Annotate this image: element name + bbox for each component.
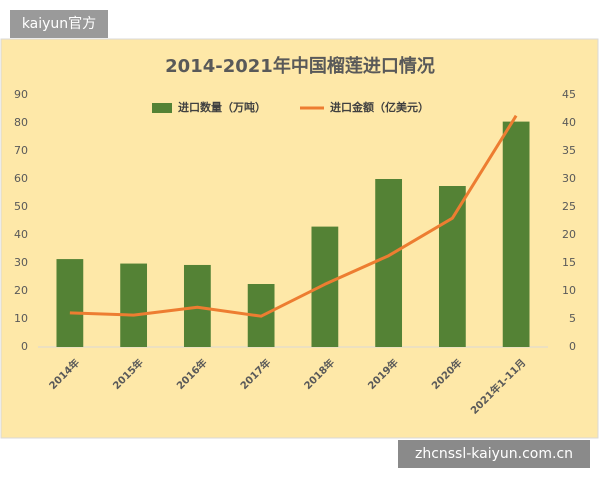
y2-tick-label: 20 <box>562 228 576 241</box>
y2-tick-label: 45 <box>562 88 576 101</box>
y-tick-label: 80 <box>14 116 28 129</box>
bar <box>56 259 84 347</box>
legend-label: 进口金额（亿美元） <box>330 100 429 114</box>
legend-swatch <box>152 103 172 113</box>
y-tick-label: 10 <box>14 312 28 325</box>
y-tick-label: 60 <box>14 172 28 185</box>
y2-tick-label: 10 <box>562 284 576 297</box>
chart-title: 2014-2021年中国榴莲进口情况 <box>165 55 435 77</box>
watermark: zhcnssl-kaiyun.com.cn <box>415 446 573 462</box>
chart-background <box>0 38 599 439</box>
y2-tick-label: 15 <box>562 256 576 269</box>
watermark-box <box>10 10 108 38</box>
y-tick-label: 70 <box>14 144 28 157</box>
bar <box>311 226 339 347</box>
y2-tick-label: 40 <box>562 116 576 129</box>
y-tick-label: 50 <box>14 200 28 213</box>
watermark-box <box>398 440 590 468</box>
bar <box>120 263 148 347</box>
y-tick-label: 40 <box>14 228 28 241</box>
legend-label: 进口数量（万吨） <box>178 100 266 114</box>
y-tick-label: 0 <box>21 340 28 353</box>
y-tick-label: 20 <box>14 284 28 297</box>
y2-tick-label: 25 <box>562 200 576 213</box>
y2-tick-label: 30 <box>562 172 576 185</box>
line <box>69 114 518 318</box>
bar <box>375 179 403 347</box>
bar <box>438 186 466 347</box>
y-tick-label: 90 <box>14 88 28 101</box>
y-tick-label: 30 <box>14 256 28 269</box>
y2-tick-label: 0 <box>569 340 576 353</box>
watermark: kaiyun官方 <box>22 16 96 32</box>
bar <box>502 121 530 347</box>
y2-tick-label: 35 <box>562 144 576 157</box>
y2-tick-label: 5 <box>569 312 576 325</box>
